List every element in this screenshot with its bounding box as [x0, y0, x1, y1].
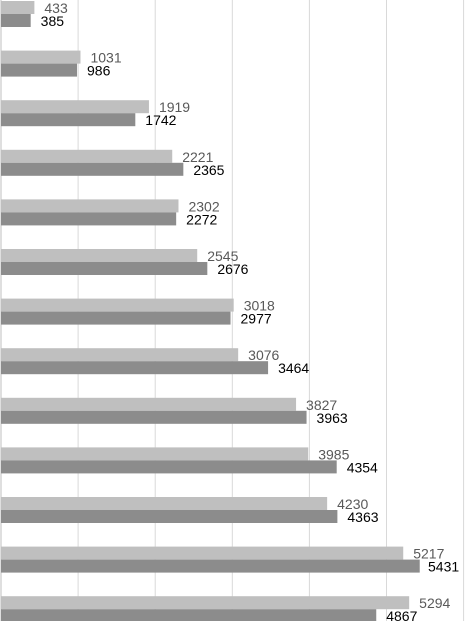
bar-series-1-item-5: [1, 199, 179, 213]
bar-series-1-item-12: [1, 546, 404, 560]
bar-series-1-item-8: [1, 348, 239, 362]
data-label-series-2-item-4: 2365: [193, 162, 224, 178]
bar-series-2-item-5: [1, 212, 177, 226]
data-label-series-2-item-9: 3963: [317, 410, 348, 426]
data-label-series-1-item-10: 3985: [318, 446, 349, 462]
data-label-series-1-item-7: 3018: [244, 298, 275, 314]
data-label-series-2-item-7: 2977: [241, 311, 272, 327]
data-label-series-1-item-2: 1031: [90, 50, 121, 66]
bar-series-2-item-2: [1, 63, 78, 77]
bar-series-2-item-4: [1, 162, 184, 176]
data-label-series-1-item-8: 3076: [248, 347, 279, 363]
data-label-series-1-item-9: 3827: [306, 397, 337, 413]
bar-series-2-item-10: [1, 460, 337, 474]
data-label-series-2-item-6: 2676: [217, 261, 248, 277]
data-label-series-1-item-13: 5294: [419, 595, 450, 611]
bar-series-2-item-8: [1, 361, 269, 375]
bar-series-1-item-10: [1, 447, 309, 461]
data-label-series-2-item-1: 385: [41, 13, 65, 29]
data-label-series-1-item-12: 5217: [413, 546, 444, 562]
data-label-series-2-item-2: 986: [87, 63, 111, 79]
bar-series-1-item-4: [1, 149, 173, 163]
data-label-series-2-item-11: 4363: [347, 509, 378, 525]
data-label-series-2-item-5: 2272: [186, 211, 217, 227]
bar-series-1-item-3: [1, 100, 149, 114]
bar-series-1-item-1: [1, 1, 35, 14]
bar-series-1-item-2: [1, 50, 81, 64]
chart-bars: [1, 1, 420, 621]
bar-series-1-item-11: [1, 497, 328, 510]
data-label-series-2-item-3: 1742: [145, 112, 176, 128]
bar-series-2-item-12: [1, 559, 420, 573]
bar-series-1-item-9: [1, 397, 297, 411]
bar-series-1-item-13: [1, 596, 410, 610]
data-label-series-2-item-8: 3464: [278, 360, 309, 376]
bar-series-2-item-6: [1, 262, 208, 275]
bar-series-1-item-7: [1, 298, 234, 312]
data-label-series-1-item-11: 4230: [337, 496, 368, 512]
bar-series-2-item-11: [1, 510, 338, 523]
data-label-series-1-item-1: 433: [44, 0, 68, 16]
data-label-series-2-item-10: 4354: [347, 459, 378, 475]
data-label-series-1-item-6: 2545: [207, 248, 238, 264]
data-label-series-2-item-12: 5431: [428, 559, 459, 575]
data-label-series-1-item-5: 2302: [188, 198, 219, 214]
data-label-series-2-item-13: 4867: [386, 608, 417, 621]
bar-series-2-item-7: [1, 311, 231, 325]
bar-series-2-item-1: [1, 14, 31, 27]
data-label-series-1-item-4: 2221: [182, 149, 213, 165]
bar-series-1-item-6: [1, 249, 198, 262]
bar-series-2-item-13: [1, 609, 377, 621]
bar-series-2-item-3: [1, 113, 136, 127]
bar-series-2-item-9: [1, 410, 307, 424]
data-label-series-1-item-3: 1919: [159, 99, 190, 115]
